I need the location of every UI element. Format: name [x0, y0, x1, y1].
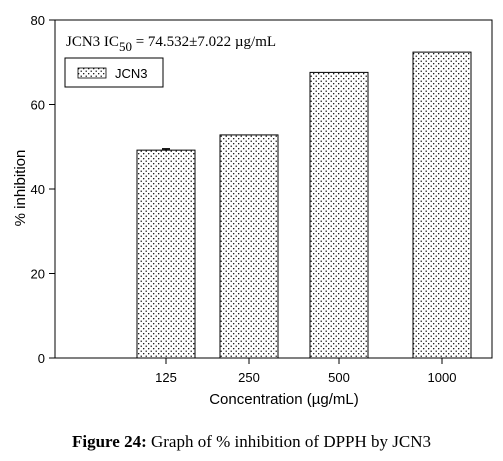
- x-tick-label: 1000: [428, 370, 457, 385]
- y-axis-label: % inhibition: [12, 150, 29, 227]
- x-tick-label: 125: [155, 370, 177, 385]
- ic50-subscript: 50: [119, 39, 132, 54]
- x-tick-label: 250: [238, 370, 260, 385]
- x-tick-label: 500: [328, 370, 350, 385]
- caption-label: Figure 24:: [71, 432, 147, 451]
- ic50-prefix: JCN3 IC: [66, 34, 119, 50]
- caption-text: Graph of % inhibition of DPPH by JCN3: [146, 432, 432, 451]
- y-tick-label: 20: [31, 267, 45, 282]
- x-axis-label: Concentration (µg/mL): [209, 391, 359, 408]
- y-tick-label: 0: [38, 351, 45, 366]
- bar-chart: 0 20 40 60 80 125 250 500 1000 % inhibition Conc…: [12, 13, 493, 408]
- bar: [219, 134, 279, 359]
- y-tick-label: 60: [31, 98, 45, 113]
- y-tick-label: 40: [31, 182, 45, 197]
- ic50-annotation: JCN3 IC50 = 74.532±7.022 µg/mL: [66, 34, 276, 54]
- bar: [412, 51, 472, 359]
- bar: [309, 71, 369, 359]
- y-tick-label: 80: [31, 13, 45, 28]
- ic50-suffix: = 74.532±7.022 µg/mL: [132, 34, 276, 50]
- figure-caption: Figure 24: Graph of % inhibition of DPPH…: [0, 432, 503, 452]
- legend: JCN3: [64, 57, 164, 88]
- legend-label: JCN3: [115, 66, 148, 81]
- legend-swatch: [77, 67, 107, 79]
- bar: [136, 149, 196, 359]
